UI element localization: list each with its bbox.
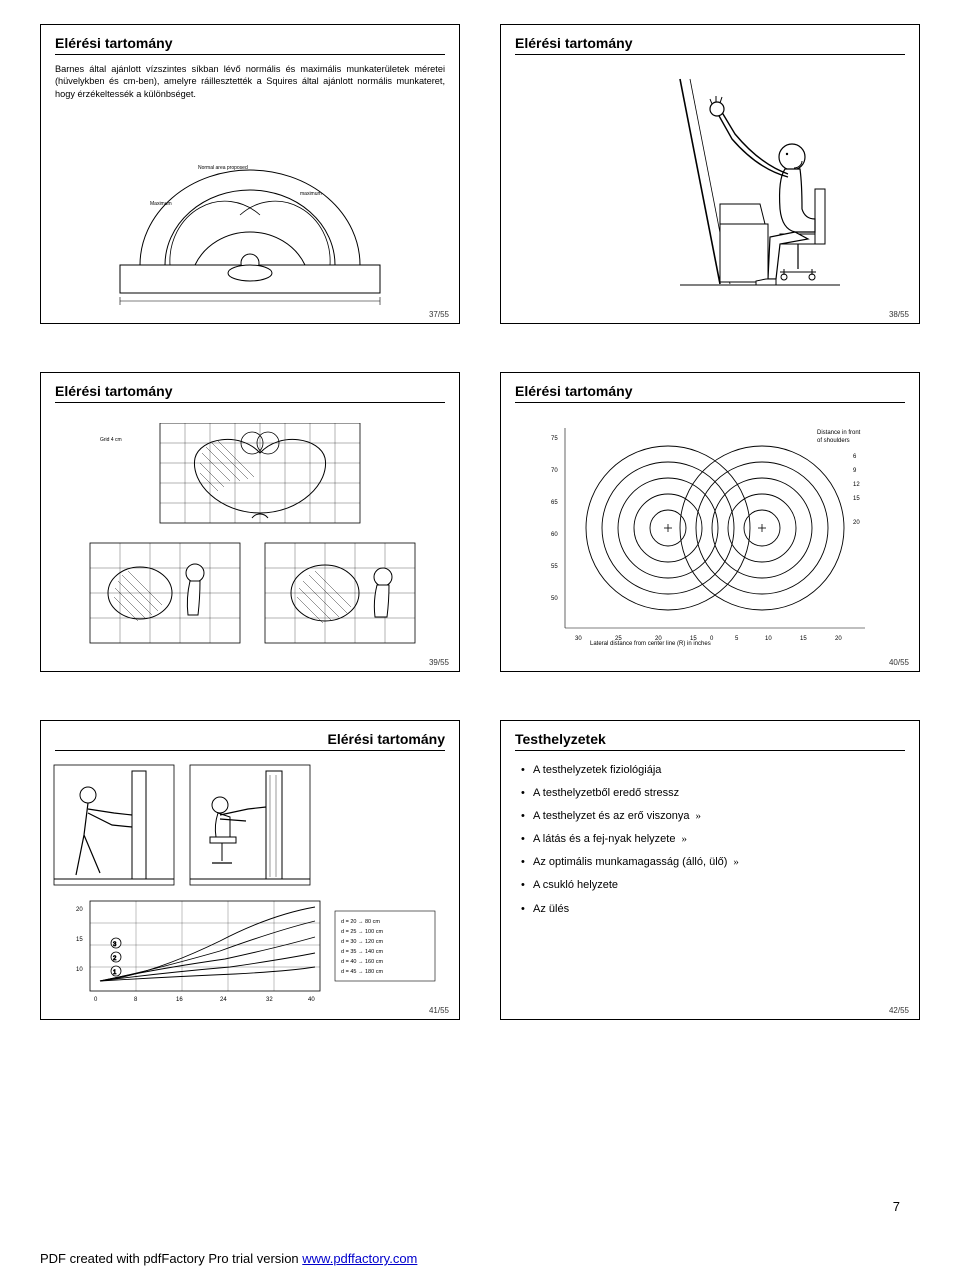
slide-number: 37/55 — [429, 310, 449, 319]
svg-text:16: 16 — [176, 997, 183, 1001]
item-text: A testhelyzet és az erő viszonya — [533, 810, 690, 822]
list-item: A testhelyzetből eredő stressz — [521, 782, 905, 805]
slide-number: 38/55 — [889, 310, 909, 319]
title-rule — [55, 54, 445, 55]
svg-text:75: 75 — [551, 436, 558, 442]
title-rule — [55, 402, 445, 403]
svg-text:Distance in front: Distance in front — [817, 430, 861, 436]
svg-text:15: 15 — [800, 636, 807, 642]
item-text: A csukló helyzete — [533, 879, 618, 891]
list-item: A testhelyzet és az erő viszonya » — [521, 805, 905, 828]
svg-text:d = 45 → 180 cm: d = 45 → 180 cm — [341, 969, 383, 975]
svg-text:maximum: maximum — [300, 191, 322, 197]
slide-title: Elérési tartomány — [515, 383, 905, 399]
svg-text:60: 60 — [551, 532, 558, 538]
svg-text:24: 24 — [220, 997, 227, 1001]
slide-title: Testhelyzetek — [515, 731, 905, 747]
slide-number: 42/55 — [889, 1006, 909, 1015]
slide-body: Barnes által ajánlott vízszintes síkban … — [55, 63, 445, 100]
svg-text:30: 30 — [575, 636, 582, 642]
svg-text:d = 30 → 120 cm: d = 30 → 120 cm — [341, 939, 383, 945]
footer-link[interactable]: www.pdffactory.com — [302, 1251, 417, 1266]
figure-reach-dome: Normal area proposed maximum Maximum — [41, 155, 459, 305]
slide-41: Elérési tartomány — [40, 720, 460, 1020]
svg-text:20: 20 — [835, 636, 842, 642]
svg-text:Normal area proposed: Normal area proposed — [198, 165, 248, 171]
row-3: Elérési tartomány — [40, 720, 920, 1020]
svg-text:d = 40 → 160 cm: d = 40 → 160 cm — [341, 959, 383, 965]
svg-text:20: 20 — [76, 907, 83, 913]
title-rule — [55, 750, 445, 751]
more-icon: » — [681, 833, 687, 845]
list-item: Az ülés — [521, 898, 905, 921]
list-item: A látás és a fej-nyak helyzete » — [521, 828, 905, 851]
svg-text:Maximum: Maximum — [150, 201, 172, 207]
slide-number: 41/55 — [429, 1006, 449, 1015]
page: Elérési tartomány Barnes által ajánlott … — [0, 0, 960, 1284]
list-item: A csukló helyzete — [521, 874, 905, 897]
svg-text:70: 70 — [551, 468, 558, 474]
svg-text:55: 55 — [551, 564, 558, 570]
item-text: A testhelyzetből eredő stressz — [533, 787, 679, 799]
svg-text:50: 50 — [551, 596, 558, 602]
item-text: Az ülés — [533, 903, 569, 915]
svg-text:d = 20 → 80 cm: d = 20 → 80 cm — [341, 919, 380, 925]
svg-text:Grid 4 cm: Grid 4 cm — [100, 437, 122, 443]
slide-title: Elérési tartomány — [55, 383, 445, 399]
list-item: Az optimális munkamagasság (álló, ülő) » — [521, 851, 905, 874]
row-1: Elérési tartomány Barnes által ajánlott … — [40, 24, 920, 324]
slide-title: Elérési tartomány — [55, 731, 445, 747]
slide-37: Elérési tartomány Barnes által ajánlott … — [40, 24, 460, 324]
slide-39: Elérési tartomány — [40, 372, 460, 672]
svg-text:15: 15 — [853, 496, 860, 502]
slide-title: Elérési tartomány — [55, 35, 445, 51]
svg-text:10: 10 — [765, 636, 772, 642]
svg-text:12: 12 — [853, 482, 860, 488]
svg-text:15: 15 — [76, 937, 83, 943]
more-icon: » — [733, 856, 739, 868]
page-number: 7 — [893, 1199, 900, 1214]
footer: PDF created with pdfFactory Pro trial ve… — [40, 1251, 417, 1266]
item-text: A testhelyzetek fiziológiája — [533, 764, 661, 776]
figure-grid-three: Grid 4 cm — [41, 423, 459, 653]
svg-text:Lateral distance from center l: Lateral distance from center line (R) in… — [590, 641, 711, 647]
bullet-list: A testhelyzetek fiziológiája A testhelyz… — [515, 759, 905, 921]
figure-binocular-rings: 7570 6560 5550 302520 150 510 1520 — [501, 413, 919, 653]
svg-text:65: 65 — [551, 500, 558, 506]
slide-number: 40/55 — [889, 658, 909, 667]
item-text: A látás és a fej-nyak helyzete — [533, 833, 675, 845]
svg-text:of shoulders: of shoulders — [817, 438, 850, 444]
row-2: Elérési tartomány — [40, 372, 920, 672]
svg-text:32: 32 — [266, 997, 273, 1001]
slide-40: Elérési tartomány 75 70 65 60 55 50 — [500, 372, 920, 672]
title-rule — [515, 402, 905, 403]
slide-number: 39/55 — [429, 658, 449, 667]
slide-38: Elérési tartomány — [500, 24, 920, 324]
figure-seated-reach — [501, 69, 919, 299]
svg-text:d = 25 → 100 cm: d = 25 → 100 cm — [341, 929, 383, 935]
item-text: Az optimális munkamagasság (álló, ülő) — [533, 856, 727, 868]
slide-42: Testhelyzetek A testhelyzetek fiziológiá… — [500, 720, 920, 1020]
slide-title: Elérési tartomány — [515, 35, 905, 51]
footer-text: PDF created with pdfFactory Pro trial ve… — [40, 1251, 302, 1266]
more-icon: » — [696, 810, 702, 822]
figure-push-and-chart: 1 2 3 201510 0816 243240 — [49, 761, 451, 1001]
svg-text:40: 40 — [308, 997, 315, 1001]
svg-text:20: 20 — [853, 520, 860, 526]
svg-text:10: 10 — [76, 967, 83, 973]
title-rule — [515, 750, 905, 751]
list-item: A testhelyzetek fiziológiája — [521, 759, 905, 782]
svg-text:d = 35 → 140 cm: d = 35 → 140 cm — [341, 949, 383, 955]
title-rule — [515, 54, 905, 55]
